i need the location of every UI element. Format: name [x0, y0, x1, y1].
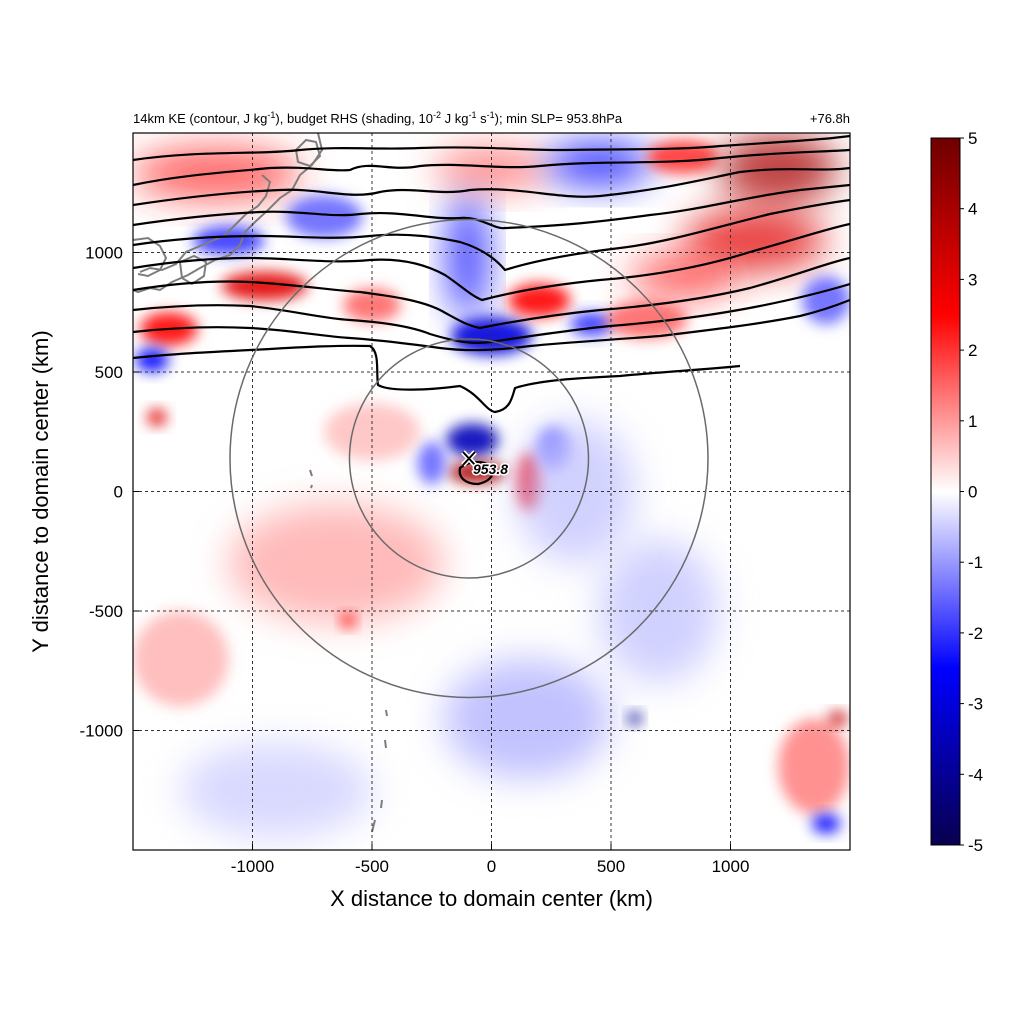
shading-blob: [606, 300, 688, 339]
ke-contour: [133, 256, 850, 330]
shading-blob: [434, 147, 549, 191]
colorbar-tick-label: 5: [968, 129, 977, 148]
shading-blob: [228, 503, 444, 623]
coastline-japan: [133, 133, 324, 294]
shading-blob: [508, 283, 571, 318]
shading-blob: [192, 226, 265, 255]
shading-blob: [682, 209, 827, 272]
colorbar-tick-label: -1: [968, 553, 983, 572]
ke-contour: [133, 183, 850, 230]
ke-contour: [458, 460, 494, 486]
y-tick-label: -1000: [80, 722, 123, 741]
shading-blob: [811, 814, 841, 834]
colorbar-tick-label: -5: [968, 836, 983, 855]
ke-contour: [133, 298, 850, 352]
y-axis-label: Y distance to domain center (km): [28, 330, 53, 652]
range-ring-500km: [348, 338, 590, 579]
y-tick-label: 1000: [85, 244, 123, 263]
axis-ticks: -1000 -500 0 500 1000 -1000 -500 0 500 1000: [80, 244, 750, 877]
coastline-islands: [309, 469, 388, 833]
chart-title: 14km KE (contour, J kg-1), budget RHS (s…: [133, 110, 623, 126]
shading-blob: [599, 539, 719, 683]
colorbar-tick-label: 0: [968, 483, 977, 502]
colorbar-tick-label: 2: [968, 341, 977, 360]
shading-blob: [828, 711, 848, 726]
storm-center-marker: 953.8 953.8: [461, 450, 510, 479]
shading-blob: [285, 195, 363, 239]
colorbar-tick-label: -4: [968, 765, 983, 784]
ke-contour: [133, 222, 850, 302]
ke-contours: [133, 134, 850, 486]
y-tick-label: 500: [95, 363, 123, 382]
shading-blob: [448, 195, 487, 320]
storm-center-x-icon: [462, 451, 476, 466]
storm-min-slp-label: 953.8: [473, 461, 508, 477]
plot-area: 953.8 953.8: [133, 133, 850, 850]
x-axis-label: X distance to domain center (km): [330, 886, 653, 911]
colorbar-tick-label: 1: [968, 412, 977, 431]
coastline-korea: [133, 236, 168, 278]
colorbar-gradient: [930, 137, 961, 846]
x-tick-label: 500: [597, 857, 625, 876]
shading-blob: [778, 718, 850, 815]
shading-blob: [802, 276, 850, 325]
x-tick-label: 0: [487, 857, 496, 876]
shading-blob: [147, 409, 167, 426]
shading-blob: [443, 658, 611, 779]
x-tick-label: -500: [355, 857, 389, 876]
shading-blob: [630, 254, 736, 298]
shading-layer: [133, 133, 850, 839]
ke-contour: [133, 344, 741, 414]
colorbar-tick-label: -3: [968, 695, 983, 714]
shading-blob: [221, 271, 308, 301]
coastlines: [133, 133, 388, 833]
range-ring-1000km: [229, 218, 709, 699]
shading-blob: [324, 403, 420, 461]
coastline-kyushu: [178, 254, 208, 286]
colorbar-ticks: 5 4 3 2 1 0 -1 -2 -3 -4 -5: [960, 129, 983, 855]
shading-blob: [515, 419, 635, 564]
shading-blob: [133, 611, 229, 707]
shading-blob: [570, 312, 614, 337]
colorbar-tick-label: -2: [968, 624, 983, 643]
storm-min-slp-label-halo: 953.8: [473, 461, 508, 477]
shading-blob: [646, 140, 719, 174]
shading-blob: [546, 142, 652, 186]
shading-blob: [417, 441, 447, 485]
shading-blob: [135, 348, 169, 372]
ke-contour: [133, 166, 850, 207]
coastline-honshu: [139, 174, 272, 273]
ke-contour: [133, 198, 850, 272]
shading-blob: [340, 613, 356, 628]
x-tick-label: -1000: [231, 857, 274, 876]
shading-blob: [628, 711, 642, 726]
shading-blob: [180, 742, 372, 839]
colorbar-tick-label: 4: [968, 200, 977, 219]
colorbar: 5 4 3 2 1 0 -1 -2 -3 -4 -5: [930, 129, 983, 855]
forecast-time-label: +76.8h: [810, 111, 850, 126]
colorbar-tick-label: 3: [968, 270, 977, 289]
y-tick-label: 0: [114, 483, 123, 502]
y-tick-label: -500: [89, 602, 123, 621]
x-tick-label: 1000: [712, 857, 750, 876]
ke-contour: [133, 134, 850, 162]
shading-blob: [446, 423, 499, 457]
coastline-hokkaido: [294, 138, 322, 168]
ke-contour: [133, 148, 850, 187]
ke-contour: [133, 282, 850, 344]
